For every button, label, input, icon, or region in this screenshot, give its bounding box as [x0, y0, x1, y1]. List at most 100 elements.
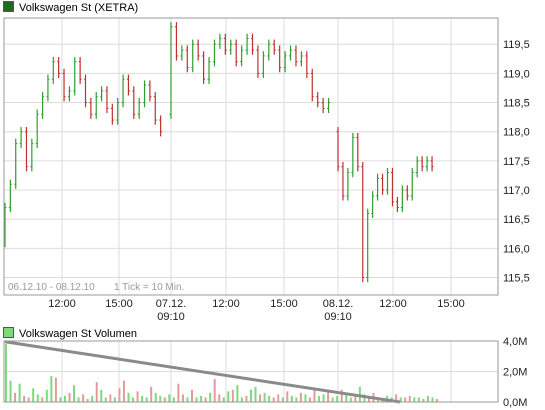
volume-bar: [281, 397, 284, 402]
x-tick-label: 15:00: [270, 298, 298, 310]
price-y-tick-label: 119,5: [503, 39, 530, 51]
volume-bar: [213, 379, 216, 402]
price-y-tick-label: 118,0: [503, 127, 530, 139]
volume-bar: [399, 397, 402, 402]
volume-bar: [395, 394, 398, 402]
price-y-tick-label: 117,0: [503, 185, 530, 197]
price-y-tick-label: 116,0: [503, 243, 530, 255]
price-y-tick-label: 118,5: [503, 98, 530, 110]
volume-bar: [331, 397, 334, 402]
volume-bar: [245, 395, 248, 402]
volume-bar: [32, 388, 35, 402]
volume-bar: [27, 397, 30, 402]
volume-trend: [4, 340, 401, 404]
price-y-tick-label: 117,5: [503, 156, 530, 168]
x-tick-label: 07.12.: [156, 298, 187, 310]
volume-bar: [417, 397, 420, 402]
volume-bar: [5, 344, 7, 402]
price-y-tick-label: 115,5: [503, 273, 530, 285]
volume-bar: [132, 397, 135, 402]
volume-bar: [23, 395, 26, 402]
volume-bar: [163, 397, 166, 402]
volume-bar: [354, 394, 357, 402]
volume-bar: [299, 392, 302, 402]
x-tick-sublabel: 09:10: [324, 311, 352, 323]
volume-bar: [104, 397, 107, 402]
volume-bar: [86, 398, 89, 402]
volume-bar: [109, 394, 112, 402]
volume-bar: [186, 397, 189, 402]
price-y-tick-label: 116,5: [503, 214, 530, 226]
volume-bar: [68, 392, 71, 402]
volume-bar: [9, 380, 12, 402]
x-tick-label: 12:00: [379, 298, 407, 310]
volume-bar: [413, 397, 416, 402]
volume-bar: [41, 397, 44, 402]
volume-bar: [145, 397, 148, 402]
volume-bar: [231, 389, 234, 402]
volume-y-tick-label: 0,0M: [503, 397, 527, 409]
volume-bar: [36, 394, 39, 402]
volume-bar: [340, 389, 343, 402]
date-range: 06.12.10 - 08.12.10: [8, 282, 95, 293]
volume-bar: [118, 388, 121, 402]
volume-bar: [122, 380, 125, 402]
volume-bar: [254, 386, 257, 402]
volume-bar: [313, 388, 316, 402]
volume-bar: [327, 391, 330, 402]
volume-bar: [408, 395, 411, 402]
volume-bar: [63, 395, 66, 402]
volume-bar: [195, 397, 198, 402]
price-legend: Volkswagen St (XETRA): [3, 1, 138, 15]
volume-bar: [349, 397, 352, 402]
volume-bars: [5, 344, 438, 402]
volume-bar: [127, 392, 130, 402]
volume-bar: [209, 392, 212, 402]
volume-bar: [259, 394, 262, 402]
price-y-tick-label: 119,0: [503, 68, 530, 80]
volume-bar: [240, 397, 243, 402]
volume-bar: [54, 377, 57, 402]
volume-bar: [168, 394, 171, 402]
volume-bar: [304, 394, 307, 402]
volume-bar: [73, 385, 76, 402]
volume-bar: [204, 397, 207, 402]
volume-bar: [150, 386, 153, 402]
x-tick-label: 15:00: [437, 298, 465, 310]
volume-bar: [91, 395, 94, 402]
volume-bar: [191, 389, 194, 402]
volume-bar: [249, 389, 252, 402]
volume-bar: [367, 395, 370, 402]
x-tick-label: 12:00: [48, 298, 76, 310]
volume-bar: [295, 397, 298, 402]
volume-bar: [222, 397, 225, 402]
volume-bar: [286, 391, 289, 402]
volume-bar: [431, 397, 434, 402]
volume-bar: [18, 383, 21, 402]
volume-y-ticks: 0,0M 2,0M 4,0M: [503, 336, 527, 409]
price-legend-label: Volkswagen St (XETRA): [19, 2, 139, 14]
volume-bar: [290, 395, 293, 402]
volume-y-tick-label: 4,0M: [503, 336, 527, 348]
price-candles: [3, 22, 434, 283]
volume-bar: [77, 397, 80, 402]
volume-bar: [159, 395, 162, 402]
volume-bar: [404, 397, 407, 402]
volume-bar: [277, 394, 280, 402]
volume-bar: [436, 398, 438, 402]
volume-bar: [272, 397, 275, 402]
volume-trend-line: [4, 340, 401, 404]
volume-bar: [268, 395, 271, 402]
volume-bar: [45, 389, 48, 402]
volume-bar: [218, 394, 221, 402]
x-tick-label: 08.12.: [323, 298, 354, 310]
volume-bar: [363, 394, 366, 402]
volume-bar: [181, 394, 184, 402]
volume-bar: [322, 394, 325, 402]
volume-bar: [177, 383, 180, 402]
volume-bar: [336, 395, 339, 402]
volume-bar: [172, 397, 175, 402]
volume-bar: [308, 397, 311, 402]
